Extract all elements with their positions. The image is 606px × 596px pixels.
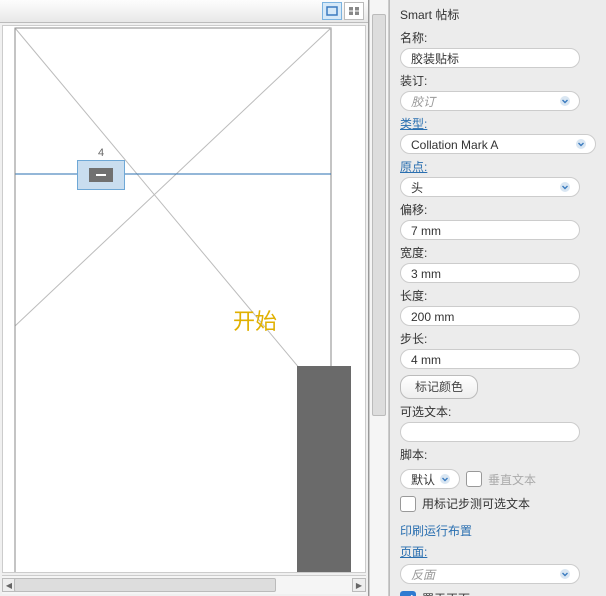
script-label: 脚本: [400,446,598,463]
length-input[interactable]: 200 mm [400,306,580,326]
canvas-center-label: 开始 [233,304,277,336]
front-label: 置于正面 [422,590,470,596]
vertical-text-checkbox[interactable] [466,471,482,487]
front-checkbox[interactable] [400,591,416,596]
name-input[interactable]: 胶装贴标 [400,48,580,68]
name-label: 名称: [400,29,598,46]
script-select[interactable]: 默认 [400,469,460,489]
mark-color-button[interactable]: 标记颜色 [400,375,478,399]
opt-text-label: 可选文本: [400,403,598,420]
panel-title: Smart 帖标 [400,6,598,23]
origin-select[interactable]: 头 [400,177,580,197]
view-single-icon[interactable] [322,2,342,20]
hscroll-thumb[interactable] [14,578,276,592]
marker-number: 4 [98,147,104,159]
origin-label[interactable]: 原点: [400,158,598,175]
properties-panel: Smart 帖标 名称: 胶装贴标 装订: 胶订 类型: Collation M… [389,0,606,596]
view-grid-icon[interactable] [344,2,364,20]
length-label: 长度: [400,287,598,304]
vertical-text-label: 垂直文本 [488,471,536,488]
canvas-toolbar [0,0,368,23]
type-select[interactable]: Collation Mark A [400,134,596,154]
binding-label: 装订: [400,72,598,89]
dark-block [297,366,351,572]
page-select[interactable]: 反面 [400,564,580,584]
step-input[interactable]: 4 mm [400,349,580,369]
width-input[interactable]: 3 mm [400,263,580,283]
horizontal-scrollbar[interactable]: ◀ ▶ [2,575,366,594]
section-layout: 印刷运行布置 [400,522,598,539]
scroll-right-icon[interactable]: ▶ [352,578,366,592]
width-label: 宽度: [400,244,598,261]
opt-text-input[interactable] [400,422,580,442]
type-label[interactable]: 类型: [400,115,598,132]
offset-input[interactable]: 7 mm [400,220,580,240]
page-label[interactable]: 页面: [400,543,598,562]
step-label: 步长: [400,330,598,347]
vscroll-thumb[interactable] [372,14,386,416]
use-step-text-checkbox[interactable] [400,496,416,512]
use-step-text-label: 用标记步测可选文本 [422,495,530,512]
binding-select[interactable]: 胶订 [400,91,580,111]
vertical-scrollbar[interactable] [369,0,389,596]
offset-label: 偏移: [400,201,598,218]
collation-marker[interactable]: 4 [77,160,125,190]
canvas-viewport[interactable]: 4 开始 [2,25,366,573]
